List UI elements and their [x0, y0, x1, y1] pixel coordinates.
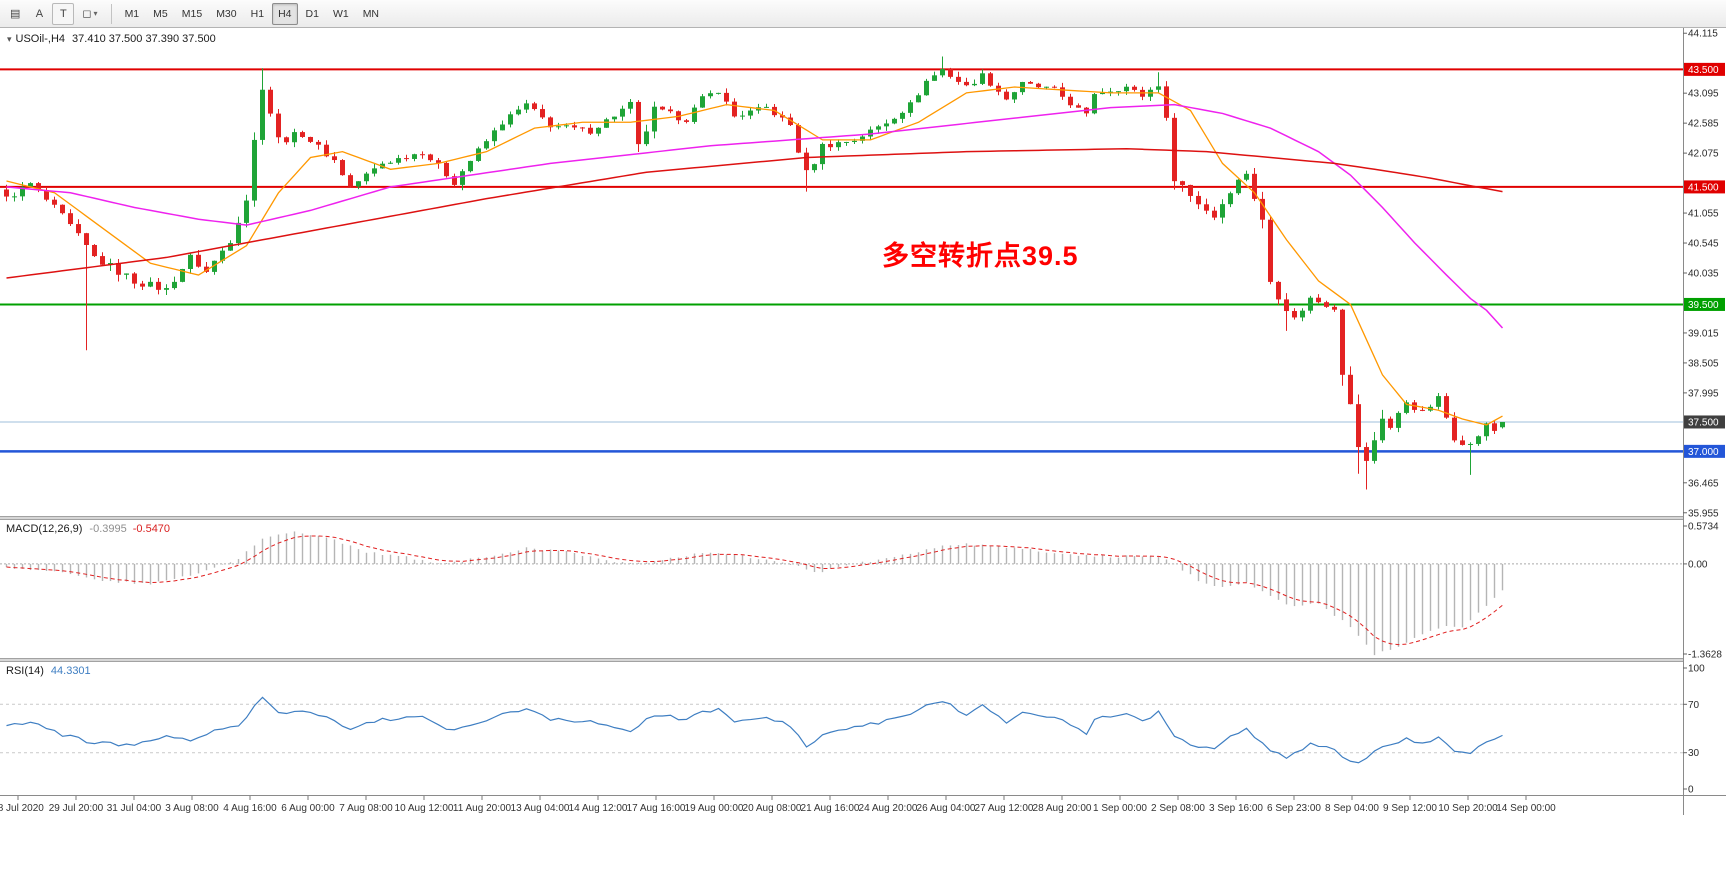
- price-badge-39.500: [1684, 297, 1725, 311]
- time-axis-label: 26 Aug 04:00: [917, 803, 976, 814]
- shapes-dropdown[interactable]: ◻ ▾: [76, 3, 103, 25]
- time-axis-label: 6 Aug 00:00: [281, 803, 335, 814]
- rsi-header: RSI(14) 44.3301: [6, 665, 91, 677]
- macd-signal-line: [6, 535, 1503, 646]
- time-axis-label: 3 Sep 16:00: [1209, 803, 1263, 814]
- price-badge-text: 39.500: [1688, 300, 1719, 311]
- arrow-tool-button[interactable]: A: [35, 7, 44, 20]
- price-badge-text: 37.500: [1688, 417, 1719, 428]
- macd-scale-label: -1.3628: [1688, 650, 1722, 661]
- macd-histogram: [5, 531, 1504, 656]
- time-axis-label: 7 Aug 08:00: [339, 803, 393, 814]
- time-axis-label: 10 Sep 20:00: [1438, 803, 1498, 814]
- macd-header: MACD(12,26,9) -0.3995 -0.5470: [6, 523, 170, 535]
- time-axis-label: 29 Jul 20:00: [49, 803, 104, 814]
- time-axis-label: 3 Aug 08:00: [165, 803, 219, 814]
- price-scale-label: 39.015: [1688, 328, 1719, 339]
- time-axis-label: 1 Sep 00:00: [1093, 803, 1147, 814]
- splitter-1: [0, 516, 1726, 520]
- timeframe-button-h4[interactable]: H4: [272, 2, 298, 25]
- rsi-scale-label: 30: [1688, 748, 1700, 759]
- price-chart-canvas[interactable]: 44.115 43.095 42.585 42.075 41.055 40.545 40.0…: [0, 28, 1726, 896]
- timeframe-toolbar: M1 M5 M15 M30 H1 H4 D1 W1 MN: [119, 2, 385, 25]
- time-axis-label: 21 Aug 16:00: [801, 803, 860, 814]
- macd-scale-label: 0.00: [1688, 559, 1708, 570]
- time-axis-label: 8 Sep 04:00: [1325, 803, 1379, 814]
- timeframe-button-h1[interactable]: H1: [250, 7, 265, 20]
- time-axis-label: 6 Sep 23:00: [1267, 803, 1321, 814]
- time-axis-label: 14 Aug 12:00: [569, 803, 628, 814]
- time-axis-label: 10 Aug 12:00: [395, 803, 454, 814]
- toolbar-separator: [110, 3, 112, 24]
- rsi-scale-label: 0: [1688, 785, 1694, 796]
- timeframe-button-m5[interactable]: M5: [153, 7, 168, 20]
- time-axis-label: 27 Aug 12:00: [975, 803, 1034, 814]
- time-axis-label: 11 Aug 20:00: [453, 803, 512, 814]
- macd-signal-value: -0.5470: [132, 523, 171, 535]
- time-axis-label: 24 Aug 20:00: [859, 803, 918, 814]
- price-badge-text: 43.500: [1688, 65, 1719, 76]
- time-axis-label: 19 Aug 00:00: [685, 803, 744, 814]
- price-scale-label: 41.055: [1688, 209, 1719, 220]
- timeframe-button-w1[interactable]: W1: [332, 7, 349, 20]
- rsi-value: 44.3301: [50, 665, 91, 677]
- time-axis-label: 13 Aug 04:00: [511, 803, 570, 814]
- time-axis-label: 28 Jul 2020: [0, 803, 44, 814]
- price-scale-label: 37.995: [1688, 388, 1719, 399]
- price-scale-label: 40.545: [1688, 239, 1719, 250]
- price-scale-label: 42.585: [1688, 119, 1719, 130]
- time-axis-label: 14 Sep 00:00: [1496, 803, 1556, 814]
- timeframe-button-d1[interactable]: D1: [305, 7, 319, 20]
- price-scale-background: [1683, 28, 1726, 795]
- splitter-2: [0, 658, 1726, 662]
- timeframe-button-mn[interactable]: MN: [362, 7, 380, 20]
- shapes-icon: ◻: [82, 8, 92, 20]
- timeframe-button-m30[interactable]: M30: [216, 7, 237, 20]
- price-badge-text: 37.000: [1688, 447, 1719, 458]
- price-badge-37.000: [1684, 444, 1725, 458]
- price-badge-text: 41.500: [1688, 182, 1719, 193]
- price-scale-label: 42.075: [1688, 149, 1719, 160]
- ma-slow: [6, 147, 1503, 279]
- candlestick-series: [4, 56, 1505, 490]
- price-scale-label: 43.095: [1688, 89, 1719, 100]
- time-axis-label: 17 Aug 16:00: [627, 803, 686, 814]
- macd-main-value: -0.3995: [89, 523, 127, 535]
- symbol-period-label: USOil-,H4: [15, 33, 66, 45]
- rsi-label: RSI(14): [6, 665, 44, 677]
- macd-label: MACD(12,26,9): [6, 523, 83, 535]
- chart-title: ▾ USOil-,H4 37.410 37.500 37.390 37.500: [7, 33, 216, 45]
- price-scale-label: 40.035: [1688, 269, 1719, 280]
- ma-mid: [6, 103, 1504, 329]
- price-badge-41.500: [1684, 180, 1725, 194]
- time-axis-label: 28 Aug 20:00: [1033, 803, 1092, 814]
- toolbar: ▤ A T ◻ ▾ M1 M5 M15 M30 H1 H4 D1 W1 MN: [0, 0, 1726, 28]
- ma-fast: [6, 86, 1503, 426]
- timeframe-button-m1[interactable]: M1: [124, 7, 140, 20]
- text-tool-button[interactable]: T: [52, 2, 75, 25]
- price-scale-label: 35.955: [1688, 508, 1719, 519]
- price-badge-37.500: [1684, 415, 1725, 429]
- time-axis-label: 4 Aug 16:00: [223, 803, 277, 814]
- macd-scale-label: 0.5734: [1688, 522, 1719, 533]
- chevron-down-icon: ▾: [93, 9, 98, 18]
- timeframe-button-m15[interactable]: M15: [181, 7, 203, 20]
- ohlc-values: 37.410 37.500 37.390 37.500: [72, 33, 216, 45]
- annotation-text: 多空转折点39.5: [882, 241, 1079, 271]
- price-scale-label: 44.115: [1688, 29, 1718, 40]
- price-scale-label: 38.505: [1688, 358, 1719, 369]
- time-axis-label: 9 Sep 12:00: [1383, 803, 1437, 814]
- price-scale-label: 36.465: [1688, 478, 1719, 489]
- price-badge-43.500: [1684, 62, 1725, 76]
- chart-window-icon[interactable]: ▤: [10, 8, 21, 20]
- time-axis-label: 31 Jul 04:00: [107, 803, 162, 814]
- time-axis-label: 2 Sep 08:00: [1151, 803, 1205, 814]
- time-axis-label: 20 Aug 08:00: [743, 803, 802, 814]
- rsi-scale-label: 100: [1688, 664, 1705, 675]
- rsi-line: [6, 696, 1503, 764]
- rsi-scale-label: 70: [1688, 700, 1700, 711]
- one-click-trading-expander-icon[interactable]: ▾: [7, 34, 12, 44]
